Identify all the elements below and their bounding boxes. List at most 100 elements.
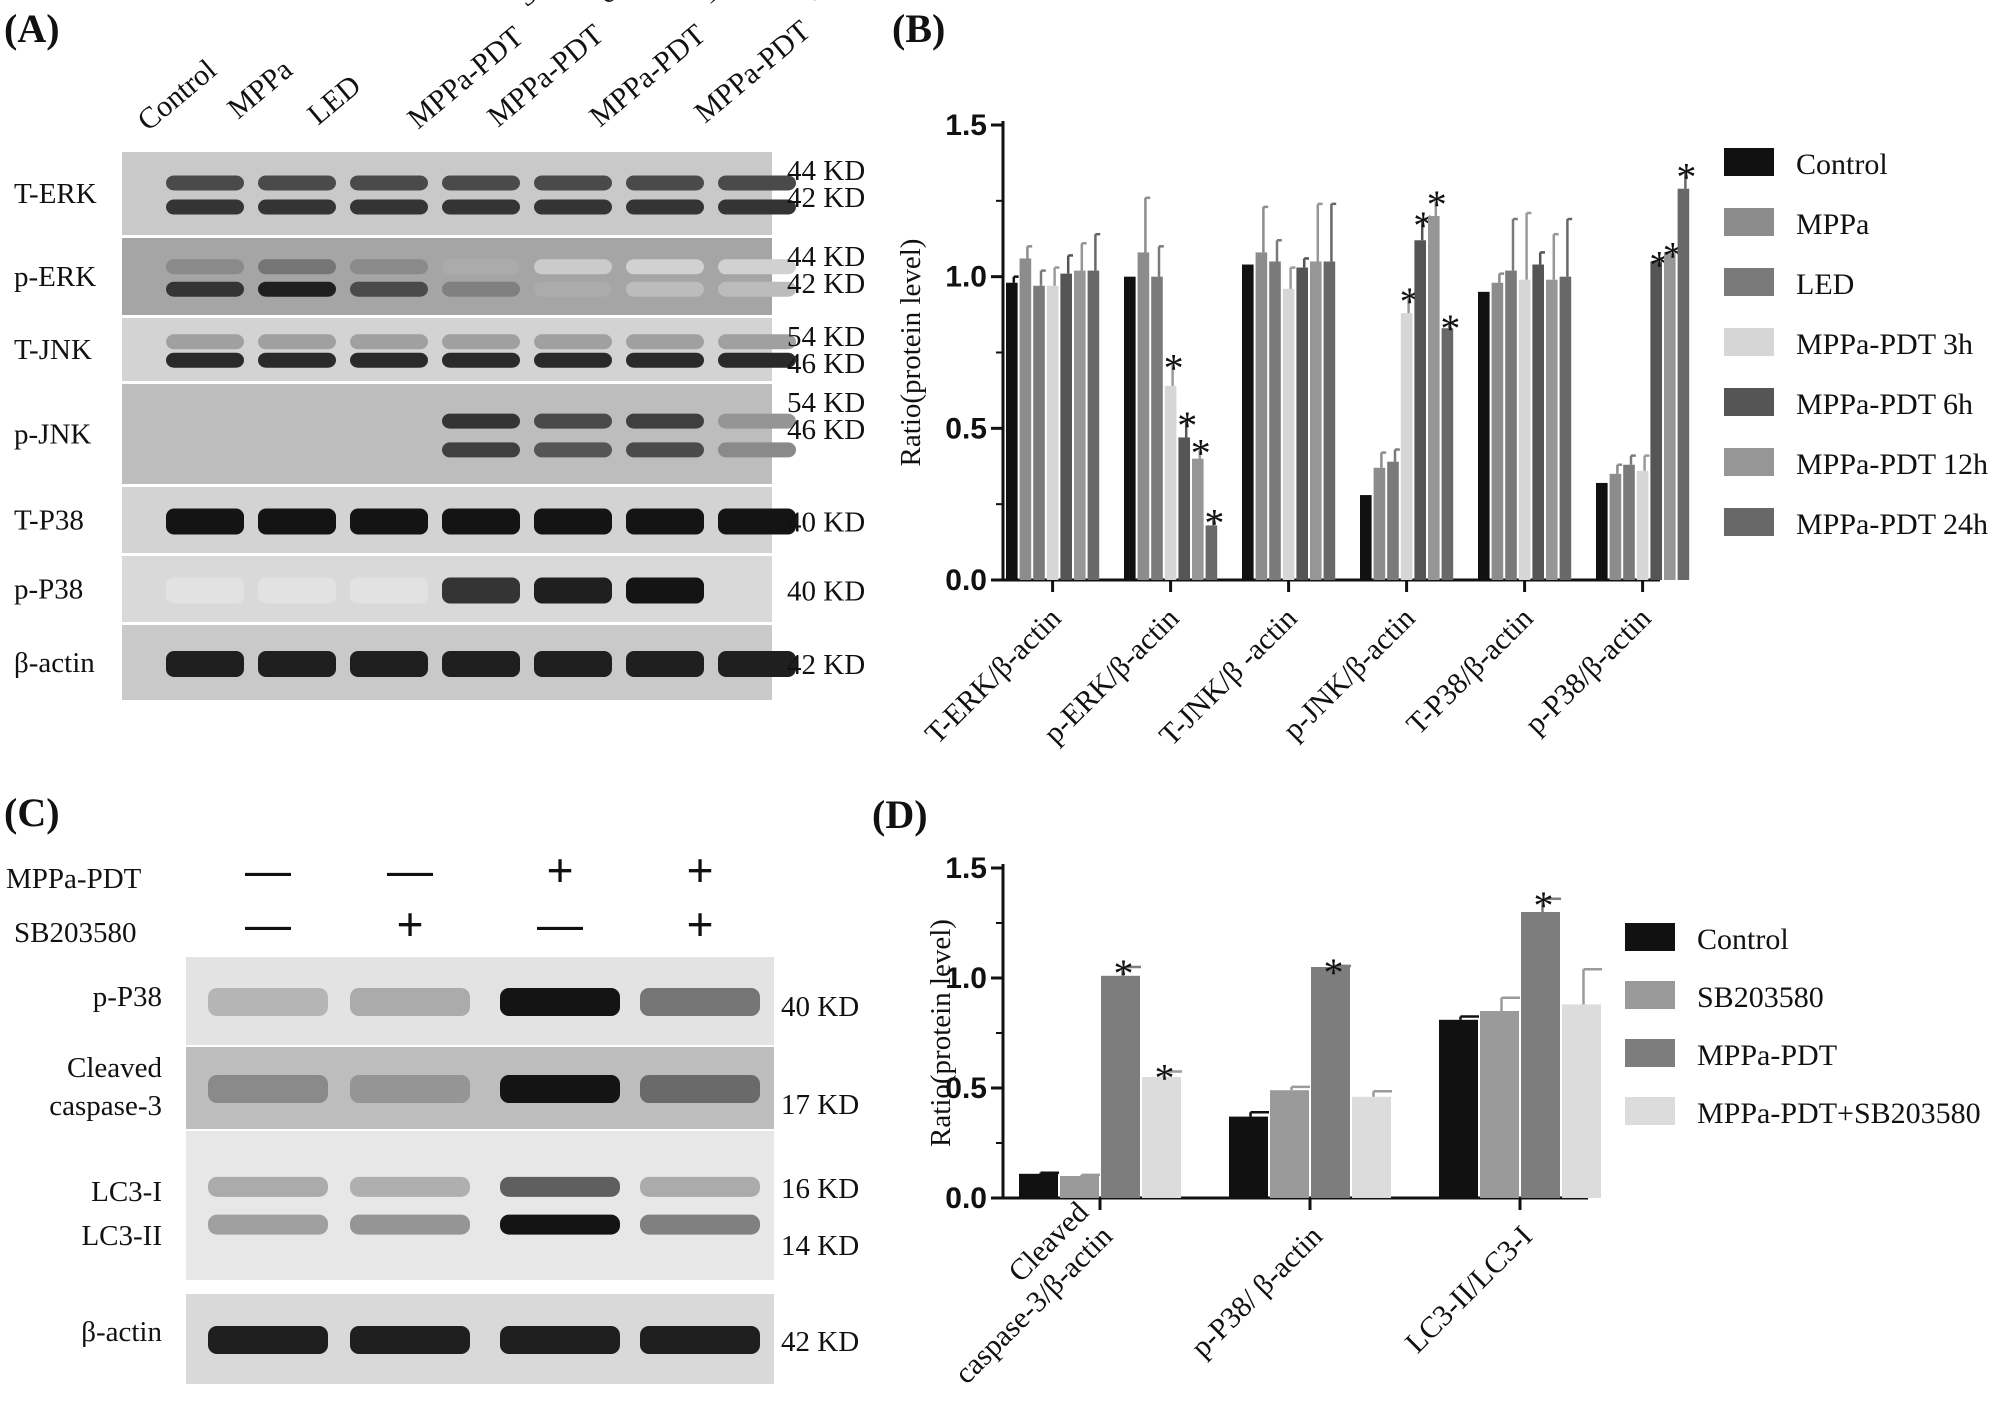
y-axis-title: Ratio(protein level) <box>925 919 957 1147</box>
blot-c-band <box>350 1075 470 1103</box>
blot-band <box>718 413 796 429</box>
blot-band <box>442 175 520 191</box>
blot-band <box>442 413 520 429</box>
blot-band <box>626 651 704 677</box>
blot-band <box>258 259 336 275</box>
bar <box>1151 276 1163 580</box>
blot-band <box>258 281 336 297</box>
legend-label: MPPa-PDT 24h <box>1796 508 1988 541</box>
bar <box>1414 240 1426 580</box>
blot-c-band <box>640 1326 760 1354</box>
significance-star: * <box>1427 182 1447 227</box>
blot-band <box>442 651 520 677</box>
category-label: Cleavedcaspase-3/β-actin <box>924 1196 1119 1391</box>
legend-swatch <box>1724 448 1774 476</box>
bar <box>1491 282 1504 580</box>
legend-swatch <box>1625 923 1675 951</box>
blot-band <box>258 175 336 191</box>
bar <box>1360 495 1372 580</box>
significance-star: * <box>1324 950 1344 995</box>
blot-band <box>534 651 612 677</box>
category-label: T-P38/β-actin <box>1400 602 1539 741</box>
kd-label: 42 KD <box>787 649 865 681</box>
blot-c-row-label: Cleaved <box>67 1052 163 1084</box>
blot-band <box>258 651 336 677</box>
blot-band <box>166 259 244 275</box>
kd-label: 42 KD <box>787 182 865 214</box>
panel-label-c: (C) <box>4 790 60 835</box>
bar <box>1352 1096 1391 1198</box>
blot-band <box>350 175 428 191</box>
kd-label: 54 KD <box>787 387 865 419</box>
y-tick-label: 0.0 <box>945 564 987 597</box>
legend-label: MPPa-PDT 3h <box>1796 328 1973 361</box>
blot-c-mppa-sign: — <box>245 844 291 896</box>
blot-band <box>166 334 244 350</box>
blot-band <box>626 175 704 191</box>
blot-band <box>350 508 428 535</box>
legend-swatch <box>1724 508 1774 536</box>
significance-star: * <box>1204 500 1224 545</box>
blot-c-mppa-sign: + <box>687 844 714 896</box>
legend-label: MPPa-PDT <box>1697 1039 1837 1072</box>
y-axis-title: Ratio(protein level) <box>895 239 927 467</box>
blot-band <box>258 334 336 350</box>
legend-swatch <box>1625 1097 1675 1125</box>
blot-c-row-label: β-actin <box>81 1316 162 1348</box>
blot-band <box>442 352 520 368</box>
category-label: p-P38/ β-actin <box>1185 1220 1329 1364</box>
bar <box>1562 1004 1601 1198</box>
blot-band <box>534 442 612 458</box>
y-tick-label: 0.5 <box>945 412 987 445</box>
category-label: p-P38/β-actin <box>1519 602 1658 741</box>
kd-label: 46 KD <box>787 348 865 380</box>
y-tick-label: 0.0 <box>945 1182 987 1215</box>
bar <box>1505 270 1517 580</box>
bar <box>1019 1173 1058 1198</box>
blot-band <box>534 413 612 429</box>
blot-c-band <box>350 1214 470 1235</box>
blot-row-label: T-JNK <box>14 334 92 366</box>
blot-band <box>534 577 612 604</box>
blot-band <box>534 199 612 215</box>
lane-header: LED <box>301 69 367 132</box>
bar <box>1636 470 1649 580</box>
bar <box>1242 264 1254 580</box>
significance-star: * <box>1177 403 1197 448</box>
kd-label: 44 KD <box>787 241 865 273</box>
bar <box>1439 1019 1478 1198</box>
blot-band <box>350 334 428 350</box>
blot-row-label: β-actin <box>14 647 95 679</box>
bar <box>1596 482 1608 580</box>
bar <box>1006 282 1018 580</box>
bar-chart-d: 0.0 0.5 1.0 1.5 Ratio(protein level) Cleavedc… <box>924 852 1981 1391</box>
blot-band <box>626 334 704 350</box>
legend-swatch <box>1724 328 1774 356</box>
blot-band <box>350 651 428 677</box>
legend-swatch <box>1724 388 1774 416</box>
bar <box>1518 279 1531 580</box>
kd-label: 40 KD <box>787 576 865 608</box>
blot-c-strip-2 <box>186 1131 774 1280</box>
bar <box>1650 261 1662 580</box>
legend-label: Control <box>1796 148 1888 181</box>
kd-label: 44 KD <box>787 155 865 187</box>
blot-band <box>626 577 704 604</box>
blot-band <box>534 175 612 191</box>
kd-label: 40 KD <box>781 991 859 1023</box>
bar <box>1229 1116 1268 1198</box>
kd-label: 16 KD <box>781 1173 859 1205</box>
blot-band <box>534 281 612 297</box>
panel-label-a: (A) <box>4 6 60 51</box>
blot-band <box>166 175 244 191</box>
bar <box>1060 1176 1099 1198</box>
bar <box>1478 291 1490 580</box>
panel-label-b: (B) <box>892 6 945 51</box>
bar <box>1296 267 1308 580</box>
y-tick-label: 1.5 <box>945 109 987 142</box>
blot-strip-3 <box>122 384 772 484</box>
y-tick-label: 0.5 <box>945 1072 987 1105</box>
blot-band <box>350 281 428 297</box>
